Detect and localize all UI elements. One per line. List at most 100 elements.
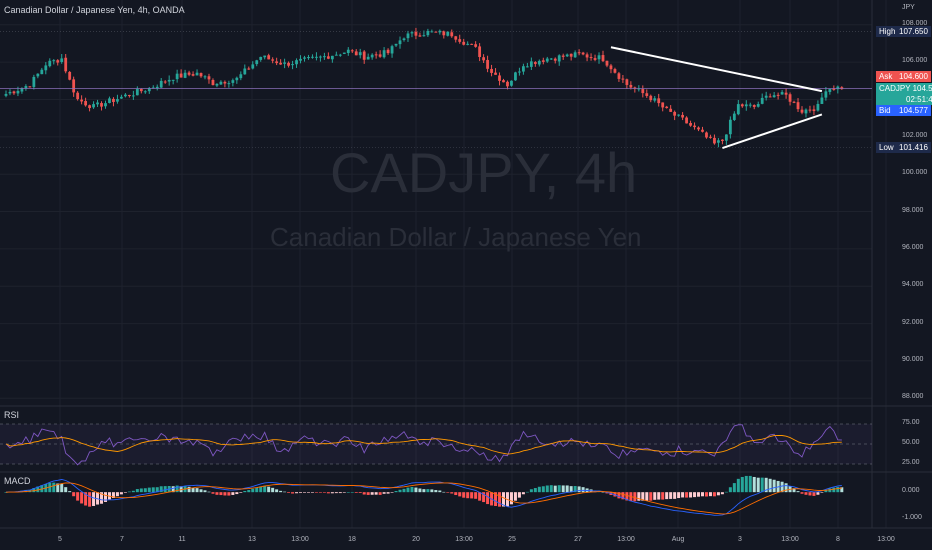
macd-histogram-bar [486, 492, 490, 505]
candle-body [442, 31, 446, 36]
macd-histogram-bar [342, 492, 346, 493]
macd-axis-tick: 0.000 [902, 487, 920, 495]
time-axis-tick: 7 [120, 536, 124, 543]
candle-body [346, 49, 350, 53]
macd-histogram-bar [191, 487, 195, 493]
macd-histogram-bar [780, 481, 784, 493]
time-axis-tick: 5 [58, 536, 62, 543]
time-axis-tick: 13:00 [291, 536, 309, 543]
candle-body [474, 44, 478, 47]
macd-histogram-bar [143, 488, 147, 493]
macd-histogram-bar [541, 486, 545, 493]
macd-histogram-bar [215, 492, 219, 495]
macd-histogram-bar [4, 492, 8, 493]
macd-histogram-bar [561, 485, 565, 493]
candle-body [259, 56, 263, 60]
macd-histogram-bar [720, 492, 724, 495]
macd-histogram-bar [708, 492, 712, 497]
candle-body [131, 95, 135, 97]
candle-body [792, 101, 796, 103]
candle-body [557, 55, 561, 62]
macd-histogram-bar [840, 487, 844, 493]
candle-body [661, 102, 665, 108]
candle-body [581, 52, 585, 55]
candle-body [56, 60, 60, 63]
macd-histogram-bar [151, 487, 155, 493]
candle-body [155, 86, 159, 89]
macd-histogram-bar [394, 491, 398, 493]
macd-histogram-bar [502, 492, 505, 507]
macd-histogram-bar [740, 476, 744, 493]
macd-histogram-bar [450, 492, 454, 494]
candle-body [315, 56, 318, 58]
candle-body [187, 72, 191, 75]
macd-histogram-bar [800, 492, 804, 494]
candle-body [713, 137, 716, 144]
candle-body [295, 60, 298, 65]
candle-body [553, 58, 557, 61]
macd-histogram-bar [509, 492, 513, 505]
candle-body [263, 55, 267, 58]
macd-histogram-bar [123, 492, 127, 493]
candle-body [4, 93, 8, 96]
candle-body [255, 60, 259, 65]
candle-body [685, 117, 688, 124]
macd-histogram-bar [482, 492, 486, 503]
candle-body [744, 104, 748, 107]
candle-body [784, 92, 788, 95]
ask-price-tag: Ask 104.600 [876, 71, 931, 83]
macd-histogram-bar [259, 486, 263, 493]
candle-body [637, 88, 641, 90]
macd-histogram-bar [147, 487, 151, 493]
candle-body [179, 73, 183, 78]
macd-histogram-bar [247, 490, 251, 493]
candle-body [705, 132, 708, 138]
macd-histogram-bar [203, 490, 207, 493]
macd-histogram-bar [334, 492, 338, 494]
macd-histogram-bar [625, 492, 629, 501]
candle-body [629, 84, 633, 88]
candle-body [410, 32, 414, 34]
macd-histogram-bar [669, 492, 673, 499]
macd-histogram-bar [442, 491, 446, 493]
candle-body [529, 61, 533, 67]
macd-histogram-bar [565, 485, 569, 493]
time-axis-tick: 13 [248, 536, 256, 543]
macd-histogram-bar [175, 485, 179, 493]
candle-body [545, 58, 549, 62]
candle-body [32, 76, 36, 87]
price-axis-tick: 92.000 [902, 318, 924, 326]
macd-histogram-bar [824, 490, 828, 493]
candle-body [104, 103, 107, 107]
candle-body [303, 57, 306, 59]
candle-body [816, 103, 820, 111]
macd-histogram-bar [362, 492, 366, 495]
candle-body [338, 54, 342, 56]
rsi-axis-tick: 50.00 [902, 439, 920, 446]
macd-histogram-bar [438, 490, 442, 493]
macd-histogram-bar [736, 478, 740, 493]
macd-histogram-bar [199, 489, 203, 493]
macd-histogram-bar [513, 492, 517, 501]
macd-histogram-bar [414, 487, 418, 493]
price-axis-tick: 108.000 [902, 19, 928, 27]
macd-histogram-bar [665, 492, 669, 500]
candle-body [139, 88, 143, 92]
macd-histogram-bar [577, 486, 581, 493]
candle-body [748, 104, 752, 106]
macd-histogram-bar [549, 485, 553, 493]
macd-histogram-bar [744, 475, 748, 493]
macd-histogram-bar [748, 475, 752, 493]
candle-body [593, 58, 597, 60]
candle-body [693, 125, 696, 128]
candle-body [832, 88, 836, 90]
price-axis-tick: 98.000 [902, 206, 924, 214]
candle-body [362, 51, 366, 60]
candle-body [752, 105, 756, 107]
macd-histogram-bar [187, 486, 191, 493]
macd-histogram-bar [573, 486, 577, 493]
candle-body [72, 79, 76, 93]
candle-body [430, 31, 434, 33]
